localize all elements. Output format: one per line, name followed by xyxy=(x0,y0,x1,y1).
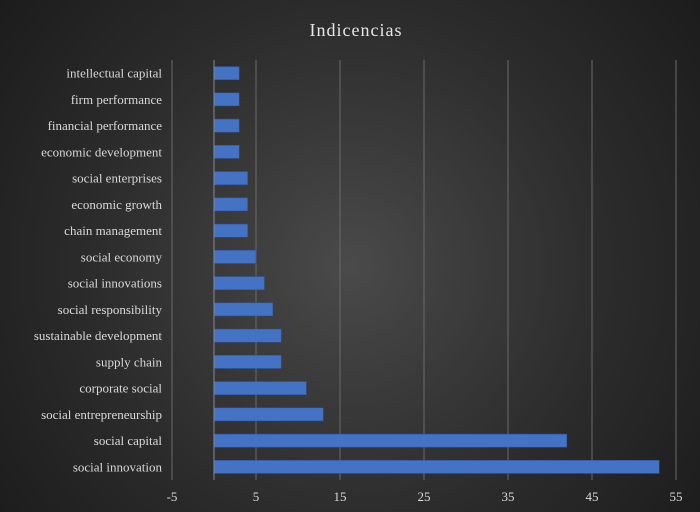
x-axis-ticks: -5 5 15 25 35 45 55 xyxy=(167,489,683,504)
bar xyxy=(213,145,240,159)
category-label: intellectual capital xyxy=(66,66,162,81)
bar xyxy=(213,118,240,133)
bar xyxy=(213,197,248,212)
chart-title: Indicencias xyxy=(310,20,403,40)
x-tick-label: 25 xyxy=(418,489,431,504)
category-label: corporate social xyxy=(79,381,162,396)
x-tick-label: 15 xyxy=(334,489,347,504)
gridlines xyxy=(171,60,677,480)
bar xyxy=(213,460,660,474)
bar xyxy=(213,171,248,185)
x-tick-label: 5 xyxy=(253,489,260,504)
bar xyxy=(213,381,307,395)
bars xyxy=(213,66,660,474)
bar xyxy=(213,433,568,448)
bar xyxy=(213,355,282,369)
category-label: sustainable development xyxy=(34,328,163,343)
x-tick-label: 35 xyxy=(502,489,515,504)
category-label: economic development xyxy=(41,144,162,159)
category-labels: intellectual capital firm performance fina… xyxy=(34,66,163,475)
category-label: social capital xyxy=(94,433,163,448)
category-label: supply chain xyxy=(96,354,163,369)
category-label: social enterprises xyxy=(72,171,162,186)
category-label: firm performance xyxy=(71,92,163,107)
bar xyxy=(213,407,324,422)
bar xyxy=(213,66,240,80)
bar xyxy=(213,250,257,264)
category-label: financial performance xyxy=(48,118,163,133)
x-tick-label: 45 xyxy=(586,489,599,504)
category-label: social economy xyxy=(81,249,163,264)
bar xyxy=(213,302,274,317)
bar xyxy=(213,92,240,107)
x-tick-label: 55 xyxy=(670,489,683,504)
category-label: social responsibility xyxy=(58,302,163,317)
x-tick-label: -5 xyxy=(167,489,178,504)
category-label: social entrepreneurship xyxy=(41,407,162,422)
bar xyxy=(213,276,265,290)
category-label: social innovations xyxy=(68,276,162,291)
bar xyxy=(213,223,248,238)
category-label: social innovation xyxy=(73,459,163,474)
category-label: economic growth xyxy=(71,197,162,212)
category-label: chain management xyxy=(64,223,162,238)
bar xyxy=(213,328,282,343)
